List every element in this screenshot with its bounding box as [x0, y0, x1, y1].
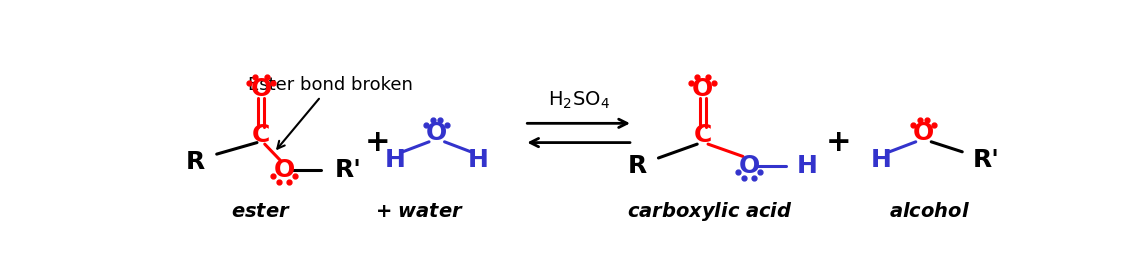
Text: O: O — [739, 154, 760, 178]
Text: H: H — [872, 148, 892, 171]
Text: +: + — [825, 128, 851, 157]
Text: $\bfit{+\ water}$: $\bfit{+\ water}$ — [375, 202, 464, 221]
Text: O: O — [274, 158, 295, 181]
Text: O: O — [913, 120, 935, 145]
Text: R': R' — [334, 158, 361, 181]
Text: O: O — [250, 77, 271, 101]
Text: $\bfit{ester}$: $\bfit{ester}$ — [231, 202, 291, 221]
Text: C: C — [694, 123, 712, 147]
Text: R': R' — [973, 148, 999, 171]
Text: R: R — [186, 150, 205, 174]
Text: +: + — [365, 128, 390, 157]
Text: R: R — [627, 154, 646, 178]
Text: $\bfit{carboxylic\ acid}$: $\bfit{carboxylic\ acid}$ — [627, 200, 793, 223]
Text: $\bfit{alcohol}$: $\bfit{alcohol}$ — [890, 202, 971, 221]
Text: H: H — [468, 148, 489, 171]
Text: O: O — [692, 77, 713, 101]
Text: H: H — [384, 148, 405, 171]
Text: H: H — [797, 154, 819, 178]
Text: H$_2$SO$_4$: H$_2$SO$_4$ — [547, 89, 609, 111]
Text: Ester bond broken: Ester bond broken — [248, 76, 413, 149]
Text: C: C — [252, 123, 270, 147]
Text: O: O — [426, 120, 447, 145]
